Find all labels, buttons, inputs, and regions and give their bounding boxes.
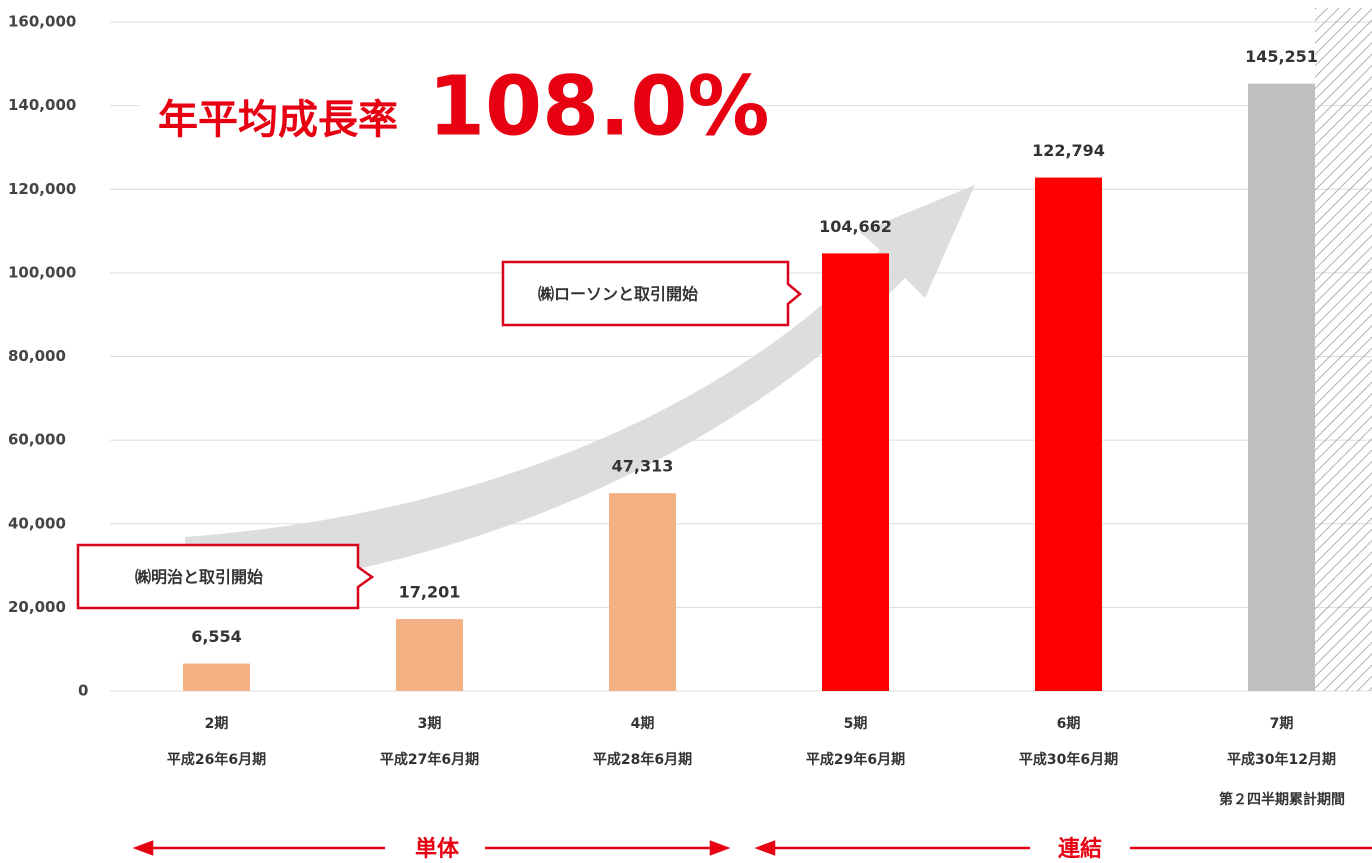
x-tick-label: 5期 xyxy=(844,716,868,732)
x-tick-label: 3期 xyxy=(418,716,442,732)
arrow-head xyxy=(132,840,154,856)
bar xyxy=(1248,83,1315,692)
y-tick-label: 100,000 xyxy=(8,263,76,281)
y-tick-label: 80,000 xyxy=(8,347,66,365)
headline: 年平均成長率 xyxy=(158,97,398,143)
bar xyxy=(183,663,250,691)
value-label: 122,794 xyxy=(1032,141,1105,160)
x-tick-label: 7期 xyxy=(1270,716,1294,732)
y-tick-label: 60,000 xyxy=(8,431,66,449)
x-sublabel: 平成27年6月期 xyxy=(380,751,479,768)
callout-text: ㈱明治と取引開始 xyxy=(135,568,263,587)
callout-box xyxy=(501,260,802,327)
callout: ㈱ローソンと取引開始 xyxy=(501,260,802,327)
value-label: 47,313 xyxy=(612,457,674,476)
bars xyxy=(183,83,1315,692)
callout-box xyxy=(76,543,375,610)
x-sublabel: 第２四半期累計期間 xyxy=(1219,791,1345,808)
segment-label: 単体 xyxy=(415,836,460,862)
segment-arrows xyxy=(132,840,1372,856)
x-sublabel: 平成30年12月期 xyxy=(1227,751,1336,768)
y-tick-label: 20,000 xyxy=(8,598,66,616)
callout: ㈱明治と取引開始 xyxy=(76,543,375,610)
y-tick-label: 120,000 xyxy=(8,180,76,198)
segment-label: 連結 xyxy=(1058,836,1102,862)
x-sublabel: 平成28年6月期 xyxy=(593,751,692,768)
value-label: 6,554 xyxy=(191,627,242,646)
value-label: 145,251 xyxy=(1245,47,1318,66)
headline-bg xyxy=(140,60,760,160)
y-tick-label: 160,000 xyxy=(8,13,76,31)
x-sublabel: 平成26年6月期 xyxy=(167,751,266,768)
bar xyxy=(822,253,889,691)
forecast-hatch xyxy=(1315,8,1372,691)
y-tick-label: 0 xyxy=(78,682,88,700)
x-tick-label: 2期 xyxy=(205,716,229,732)
x-sublabel: 平成29年6月期 xyxy=(806,751,905,768)
value-label: 17,201 xyxy=(399,583,461,602)
x-sublabel: 平成30年6月期 xyxy=(1019,751,1118,768)
bar xyxy=(1035,177,1102,692)
y-tick-label: 140,000 xyxy=(8,96,76,114)
y-tick-label: 40,000 xyxy=(8,514,66,532)
arrow-head xyxy=(754,840,776,856)
x-tick-label: 6期 xyxy=(1057,716,1081,732)
bar xyxy=(609,493,676,691)
headline-value: 108.0% xyxy=(428,59,770,154)
callout-text: ㈱ローソンと取引開始 xyxy=(538,285,698,304)
bar xyxy=(396,619,463,691)
x-tick-label: 4期 xyxy=(631,716,655,732)
value-label: 104,662 xyxy=(819,217,892,236)
arrow-head xyxy=(709,840,731,856)
